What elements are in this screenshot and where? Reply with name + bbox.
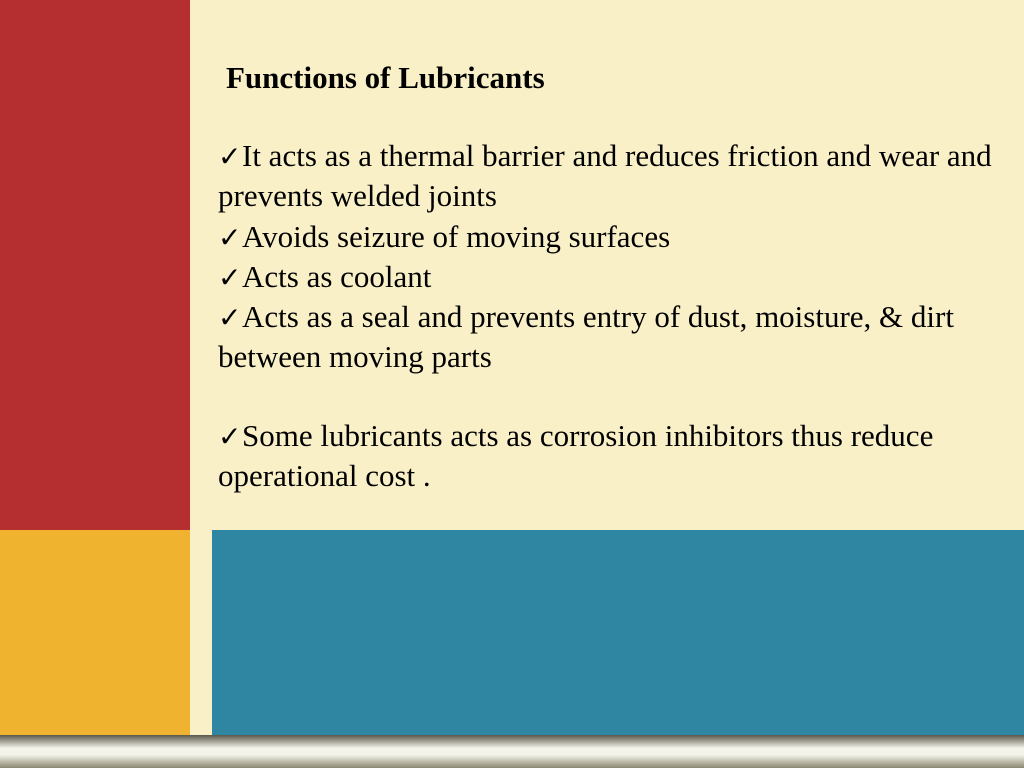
bullet-text: Acts as coolant <box>242 259 431 294</box>
slide: Functions of Lubricants ✓It acts as a th… <box>0 0 1024 768</box>
content-area: Functions of Lubricants ✓It acts as a th… <box>218 60 998 534</box>
bottom-gradient-bar <box>0 735 1024 768</box>
bullet-item: ✓Avoids seizure of moving surfaces <box>218 217 998 257</box>
check-icon: ✓ <box>218 419 242 455</box>
sidebar-red-block <box>0 0 190 530</box>
bullet-text: Some lubricants acts as corrosion inhibi… <box>218 418 933 493</box>
bullet-text: Acts as a seal and prevents entry of dus… <box>218 299 954 374</box>
bullet-group-2: ✓Some lubricants acts as corrosion inhib… <box>218 416 998 497</box>
sidebar-yellow-block <box>0 530 212 735</box>
bullet-text: Avoids seizure of moving surfaces <box>242 219 670 254</box>
slide-title: Functions of Lubricants <box>226 60 998 96</box>
check-icon: ✓ <box>218 260 242 296</box>
bullet-item: ✓Acts as coolant <box>218 257 998 297</box>
bullet-group-1: ✓It acts as a thermal barrier and reduce… <box>218 136 998 378</box>
bullet-item: ✓Acts as a seal and prevents entry of du… <box>218 297 998 378</box>
bullet-item: ✓It acts as a thermal barrier and reduce… <box>218 136 998 217</box>
bullet-text: It acts as a thermal barrier and reduces… <box>218 138 992 213</box>
check-icon: ✓ <box>218 300 242 336</box>
sidebar-strip <box>190 0 212 735</box>
check-icon: ✓ <box>218 220 242 256</box>
bullet-item: ✓Some lubricants acts as corrosion inhib… <box>218 416 998 497</box>
check-icon: ✓ <box>218 139 242 175</box>
